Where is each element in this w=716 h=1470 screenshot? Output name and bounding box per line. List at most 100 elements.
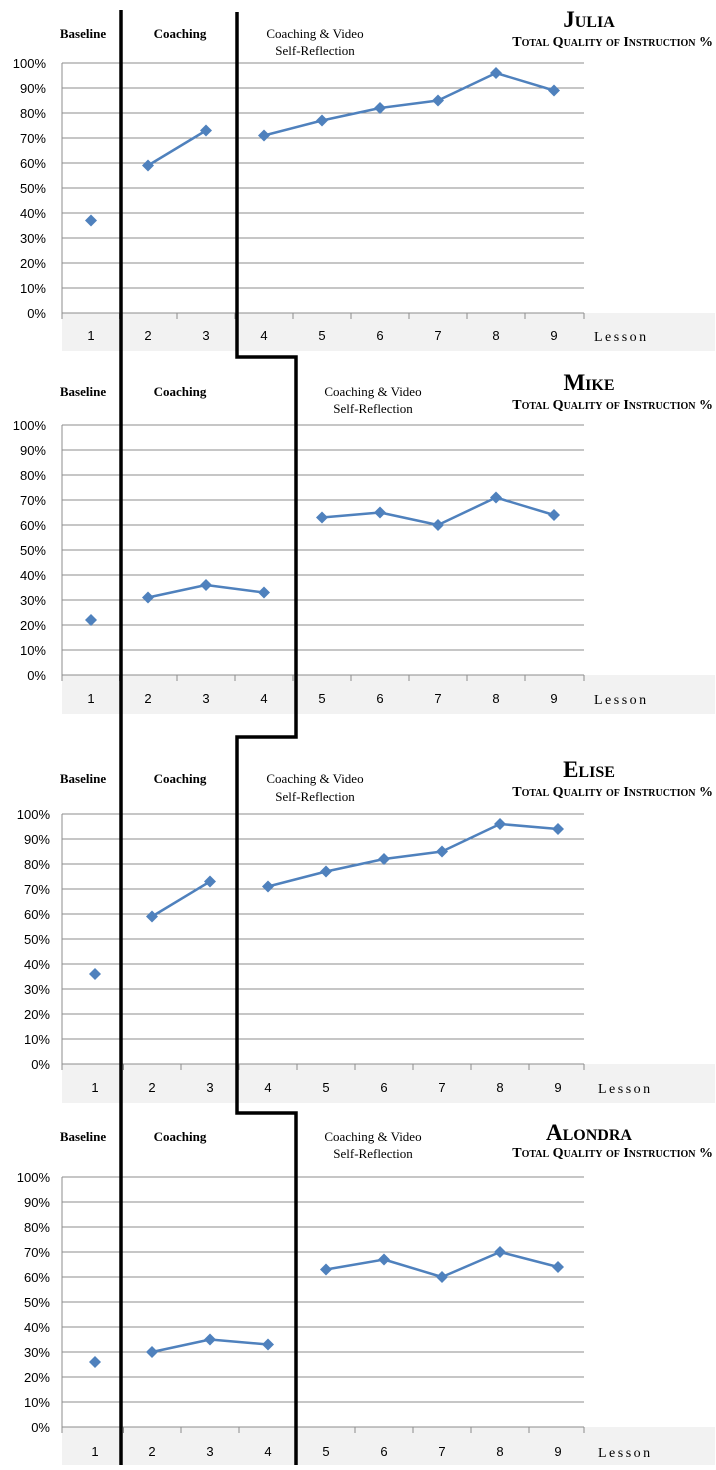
y-tick-label: 50% <box>20 543 46 558</box>
y-tick-label: 50% <box>24 932 50 947</box>
x-axis-label: Lesson <box>594 330 649 345</box>
y-tick-label: 60% <box>20 156 46 171</box>
y-tick-label: 20% <box>20 618 46 633</box>
x-axis-band <box>62 1427 715 1465</box>
x-tick-label: 1 <box>87 328 94 343</box>
data-point <box>316 511 328 524</box>
chart-title: Mike <box>563 370 614 395</box>
x-tick-label: 2 <box>148 1444 155 1459</box>
y-tick-label: 20% <box>24 1007 50 1022</box>
y-tick-label: 0% <box>31 1420 50 1435</box>
y-tick-label: 10% <box>24 1032 50 1047</box>
phase-label: Baseline <box>60 771 106 786</box>
data-point <box>262 880 274 893</box>
chart-title: Julia <box>563 7 615 32</box>
phase-label: Coaching <box>154 771 207 786</box>
y-tick-label: 90% <box>24 832 50 847</box>
data-point <box>146 1346 158 1358</box>
data-point <box>262 1338 274 1351</box>
data-point <box>374 102 386 114</box>
y-tick-label: 20% <box>24 1370 50 1385</box>
x-tick-label: 7 <box>434 328 441 343</box>
data-point <box>89 968 101 980</box>
data-point <box>432 94 444 107</box>
phase-label: Coaching & Video <box>266 771 363 786</box>
x-tick-label: 6 <box>380 1080 387 1095</box>
data-point <box>89 1356 101 1368</box>
y-tick-label: 0% <box>27 668 46 683</box>
x-axis-label: Lesson <box>598 1446 653 1461</box>
phase-label: Coaching <box>154 26 207 41</box>
x-tick-label: 5 <box>318 691 325 706</box>
data-point <box>378 1253 390 1266</box>
chart-panel-alondra: 0% 10% 20% 30% 40% 50% 60% 70% 80% 90% 100% 1 2 3 4 5 6 7… <box>17 1120 715 1465</box>
x-tick-label: 3 <box>206 1080 213 1095</box>
data-point <box>258 586 270 599</box>
data-point <box>548 509 560 521</box>
y-tick-label: 90% <box>20 443 46 458</box>
x-tick-label: 2 <box>144 691 151 706</box>
data-point <box>548 84 560 97</box>
phase-label: Self-Reflection <box>275 43 355 58</box>
x-tick-label: 8 <box>492 691 499 706</box>
chart-subtitle: Total Quality of Instruction % <box>512 35 713 50</box>
data-point <box>552 823 564 835</box>
data-point <box>85 614 97 626</box>
x-tick-label: 9 <box>550 328 557 343</box>
y-tick-label: 10% <box>24 1395 50 1410</box>
y-tick-label: 70% <box>24 1245 50 1260</box>
x-tick-label: 2 <box>144 328 151 343</box>
y-tick-label: 50% <box>20 181 46 196</box>
x-tick-label: 9 <box>550 691 557 706</box>
data-point <box>85 214 97 227</box>
x-tick-label: 5 <box>322 1444 329 1459</box>
x-axis-band <box>62 1064 715 1103</box>
series-line <box>263 71 555 137</box>
y-tick-label: 90% <box>24 1195 50 1210</box>
data-point <box>200 124 212 137</box>
phase-label: Coaching & Video <box>324 1129 421 1144</box>
series-line <box>151 880 211 918</box>
phase-label: Baseline <box>60 26 106 41</box>
phase-label: Coaching & Video <box>324 384 421 399</box>
y-tick-label: 40% <box>24 957 50 972</box>
chart-panel-mike: 0% 10% 20% 30% 40% 50% 60% 70% 80% 90% 100% 1 2 3 4 5 6 7… <box>13 370 715 714</box>
y-tick-label: 20% <box>20 256 46 271</box>
phase-change-line-video <box>235 12 298 1465</box>
y-tick-label: 50% <box>24 1295 50 1310</box>
x-tick-label: 2 <box>148 1080 155 1095</box>
data-point <box>552 1261 564 1273</box>
x-tick-label: 8 <box>496 1444 503 1459</box>
phase-label: Self-Reflection <box>333 1146 413 1161</box>
phase-label: Coaching <box>154 1129 207 1144</box>
y-tick-label: 100% <box>17 807 51 822</box>
data-point <box>258 129 270 142</box>
data-point <box>204 875 216 888</box>
x-tick-label: 4 <box>260 691 267 706</box>
x-tick-label: 3 <box>202 328 209 343</box>
x-tick-label: 6 <box>380 1444 387 1459</box>
y-tick-label: 60% <box>24 1270 50 1285</box>
x-axis-label: Lesson <box>594 693 649 708</box>
x-tick-label: 7 <box>434 691 441 706</box>
y-tick-label: 80% <box>20 468 46 483</box>
x-axis-label: Lesson <box>598 1082 653 1097</box>
y-tick-label: 0% <box>27 306 46 321</box>
data-point <box>436 845 448 858</box>
y-tick-label: 60% <box>20 518 46 533</box>
x-tick-label: 6 <box>376 328 383 343</box>
data-point <box>204 1333 216 1346</box>
chart-subtitle: Total Quality of Instruction % <box>512 1146 713 1161</box>
chart-subtitle: Total Quality of Instruction % <box>512 398 713 413</box>
chart-subtitle: Total Quality of Instruction % <box>512 785 713 800</box>
data-point <box>490 67 502 79</box>
phase-label: Coaching & Video <box>266 26 363 41</box>
y-tick-label: 10% <box>20 643 46 658</box>
data-point <box>374 506 386 519</box>
data-point <box>436 1271 448 1283</box>
chart-panel-elise: 0% 10% 20% 30% 40% 50% 60% 70% 80% 90% 100% 1 2 3 4 5 6 7… <box>17 757 715 1103</box>
data-point <box>146 910 158 923</box>
data-point <box>494 1246 506 1258</box>
series-line <box>147 129 207 167</box>
